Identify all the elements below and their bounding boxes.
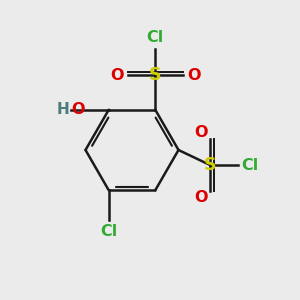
Text: O: O <box>194 125 208 140</box>
Text: Cl: Cl <box>147 30 164 45</box>
Text: O: O <box>194 190 208 205</box>
Text: S: S <box>149 66 161 84</box>
Text: O: O <box>71 102 85 117</box>
Text: O: O <box>110 68 124 83</box>
Text: O: O <box>187 68 200 83</box>
Text: S: S <box>204 156 216 174</box>
Text: Cl: Cl <box>241 158 258 172</box>
Text: H: H <box>56 102 69 117</box>
Text: Cl: Cl <box>100 224 117 239</box>
